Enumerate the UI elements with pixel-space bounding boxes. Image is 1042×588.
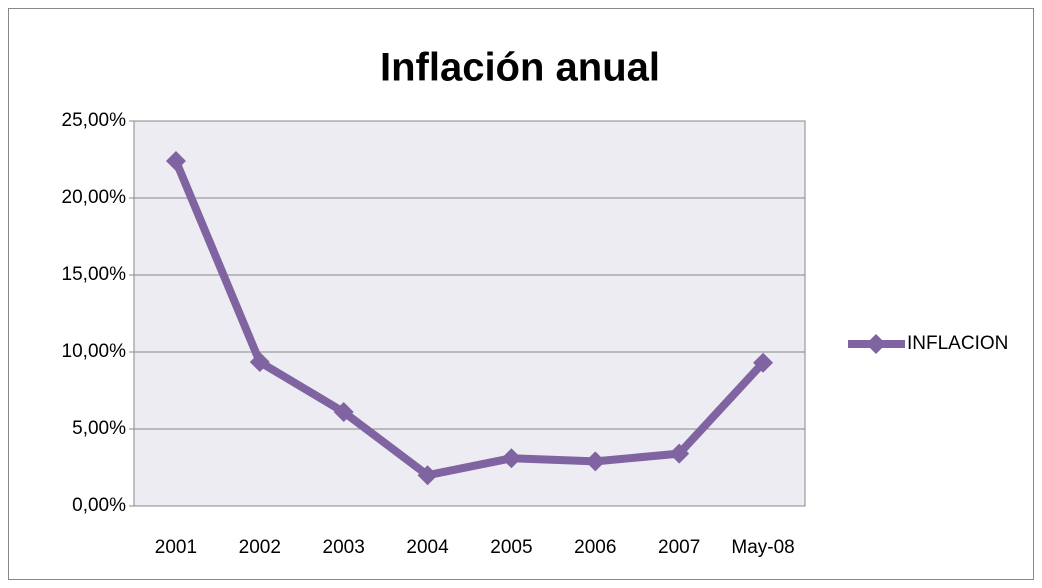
y-tick-label: 25,00%: [62, 110, 127, 131]
y-tick-label: 5,00%: [72, 418, 126, 439]
y-tick-label: 15,00%: [62, 264, 127, 285]
legend-label: INFLACION: [907, 333, 1008, 354]
x-tick-label: 2001: [155, 537, 197, 558]
plot-area: [133, 120, 806, 507]
data-point: [669, 443, 690, 464]
x-tick-label: 2004: [406, 537, 449, 558]
x-tick-label: 2002: [239, 537, 281, 558]
data-point: [417, 465, 438, 486]
x-tick-label: 2005: [490, 537, 532, 558]
data-point: [585, 451, 606, 472]
y-tick-label: 0,00%: [72, 495, 126, 516]
x-tick-label: 2007: [658, 537, 700, 558]
data-point: [333, 402, 354, 423]
y-tick-label: 20,00%: [62, 187, 127, 208]
legend-marker: [866, 334, 886, 354]
data-point: [249, 352, 270, 373]
data-point: [165, 151, 186, 172]
x-tick-label: May-08: [731, 537, 794, 558]
y-tick-label: 10,00%: [62, 341, 127, 362]
x-tick-label: 2006: [574, 537, 616, 558]
data-point: [501, 448, 522, 469]
chart-title: Inflación anual: [380, 46, 660, 90]
data-line: [172, 159, 767, 480]
data-point: [753, 352, 774, 373]
x-tick-label: 2003: [323, 537, 365, 558]
